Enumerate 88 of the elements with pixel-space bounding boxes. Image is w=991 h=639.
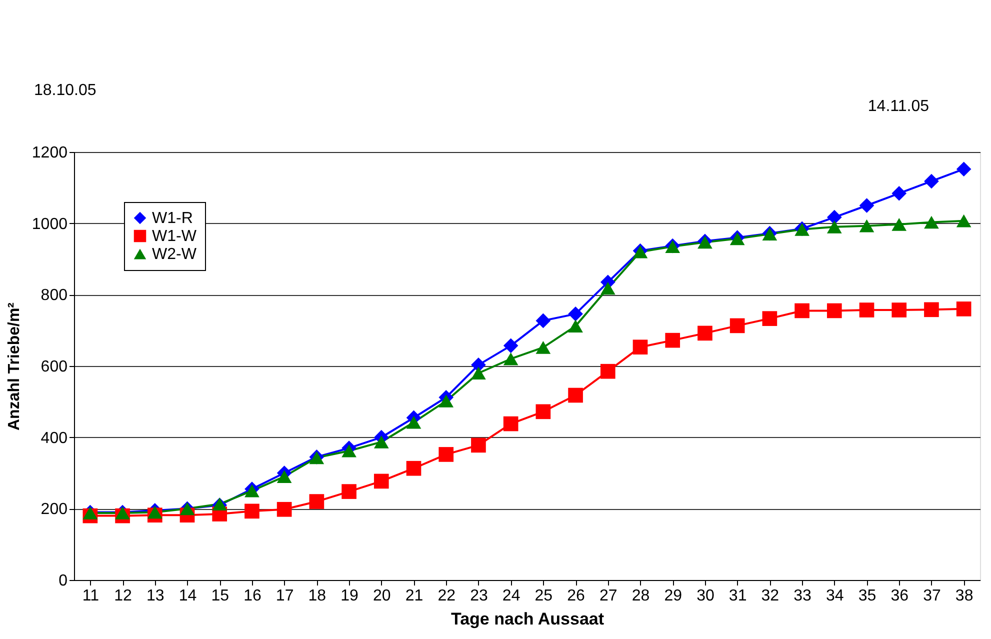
x-tick-label: 14: [178, 588, 197, 604]
x-tick-label: 36: [890, 588, 909, 604]
x-tick-label: 18: [308, 588, 326, 604]
point: [892, 186, 907, 201]
x-tick-label: 23: [470, 588, 488, 604]
x-tick-label: 11: [82, 588, 100, 604]
legend-label: W2-W: [152, 246, 198, 263]
point: [471, 438, 486, 453]
y-tick-label: 200: [40, 501, 68, 518]
x-tick-label: 29: [664, 588, 682, 604]
x-tick-label: 19: [340, 588, 359, 604]
x-tick-label: 22: [438, 588, 456, 604]
y-tick-label: 1000: [32, 216, 68, 233]
x-tick-label: 17: [276, 588, 294, 604]
point: [859, 198, 874, 213]
x-tick-label: 13: [146, 588, 164, 604]
point: [892, 218, 907, 231]
point: [826, 210, 842, 225]
legend-label: W1-R: [152, 210, 193, 227]
point: [632, 340, 648, 355]
point: [892, 302, 907, 318]
y-tick-label: 0: [58, 572, 68, 590]
point: [438, 394, 454, 408]
point: [536, 341, 551, 354]
x-tick-label: 34: [826, 588, 844, 604]
text: 18.10.05: [34, 82, 96, 99]
x-tick-label: 38: [955, 588, 974, 604]
y-tick-label: 800: [40, 287, 68, 304]
point: [536, 313, 551, 328]
point: [503, 338, 518, 354]
x-tick-label: 37: [923, 588, 941, 604]
point: [471, 366, 486, 380]
text: 14.11.05: [868, 98, 930, 115]
x-tick-label: 35: [858, 588, 876, 604]
legend-label: W1-W: [152, 228, 198, 245]
point: [536, 404, 551, 420]
point: [924, 216, 939, 229]
point: [568, 306, 583, 322]
x-tick-label: 24: [502, 588, 520, 604]
point: [924, 302, 939, 318]
x-tick-label: 15: [211, 588, 230, 604]
point: [374, 474, 389, 489]
point: [698, 326, 712, 341]
x-tick-label: 20: [372, 588, 391, 604]
x-tick-label: 32: [761, 588, 780, 604]
point: [503, 416, 518, 432]
point: [406, 416, 422, 429]
point: [600, 282, 616, 295]
point: [244, 504, 260, 519]
point: [568, 388, 583, 403]
point: [859, 219, 874, 232]
point: [406, 460, 422, 476]
x-tick-label: 16: [244, 588, 262, 604]
point: [438, 447, 454, 462]
y-tick-label: 400: [40, 430, 68, 447]
x-tick-label: 21: [405, 588, 424, 604]
x-axis-title: Tage nach Aussaat: [450, 610, 604, 628]
point: [956, 162, 972, 177]
point: [859, 302, 874, 318]
point: [374, 436, 389, 448]
x-tick-label: 28: [632, 588, 650, 604]
point: [276, 470, 292, 483]
x-tick-label: 31: [728, 588, 747, 604]
point: [956, 214, 972, 228]
x-tick-label: 33: [794, 588, 812, 604]
y-tick-label: 1200: [32, 144, 68, 162]
point: [600, 364, 616, 379]
point: [730, 318, 745, 334]
y-axis-title: Anzahl Triebe/m²: [6, 302, 23, 431]
point: [762, 311, 778, 326]
point: [826, 220, 842, 234]
y-tick-label: 600: [40, 358, 68, 376]
x-tick-label: 30: [696, 588, 714, 604]
point: [503, 352, 518, 366]
point: [826, 303, 842, 318]
point: [924, 174, 939, 189]
point: [342, 444, 356, 458]
x-tick-label: 25: [534, 588, 553, 604]
point: [276, 502, 292, 517]
x-tick-label: 27: [599, 588, 618, 604]
point: [665, 332, 680, 348]
point: [309, 494, 324, 509]
point: [956, 302, 972, 316]
point: [342, 484, 356, 499]
point: [568, 320, 583, 332]
x-tick-label: 26: [567, 588, 586, 604]
x-tick-label: 12: [114, 588, 132, 604]
point: [794, 303, 810, 318]
